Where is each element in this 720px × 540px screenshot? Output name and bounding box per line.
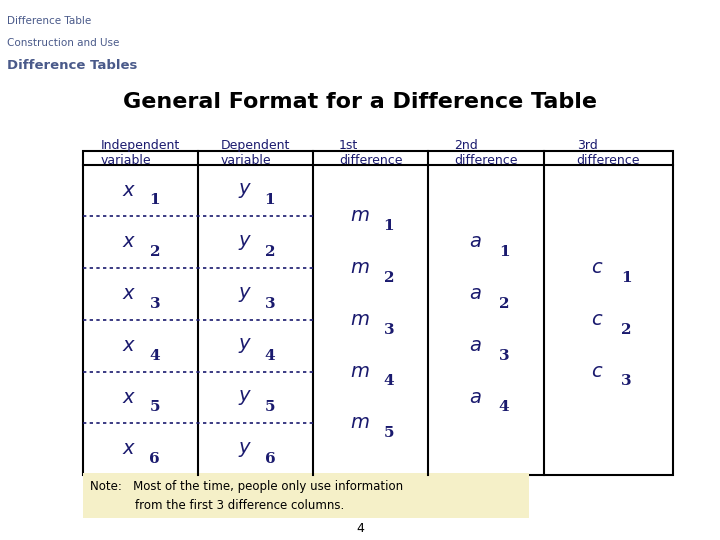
Text: 2: 2 <box>384 271 394 285</box>
Text: 5: 5 <box>265 400 275 414</box>
Bar <box>83 472 529 518</box>
Text: $y$: $y$ <box>238 336 252 355</box>
Text: 3: 3 <box>150 297 160 311</box>
Text: $a$: $a$ <box>469 389 482 407</box>
Text: $y$: $y$ <box>238 388 252 407</box>
Text: $a$: $a$ <box>469 285 482 303</box>
Text: 2: 2 <box>150 245 160 259</box>
Text: Note:   Most of the time, people only use information
            from the first: Note: Most of the time, people only use … <box>90 480 403 512</box>
Text: $c$: $c$ <box>591 311 604 329</box>
Text: 4: 4 <box>384 374 394 388</box>
Text: Difference Tables: Difference Tables <box>7 59 138 72</box>
Text: 6: 6 <box>265 452 275 466</box>
Text: Independent
variable: Independent variable <box>101 139 180 166</box>
Text: $x$: $x$ <box>122 181 137 200</box>
Text: 3rd
difference: 3rd difference <box>577 139 640 166</box>
Text: $y$: $y$ <box>238 285 252 303</box>
Text: 1st
difference: 1st difference <box>339 139 402 166</box>
Text: 2: 2 <box>265 245 275 259</box>
Text: $y$: $y$ <box>238 233 252 252</box>
Text: 6: 6 <box>150 452 160 466</box>
Bar <box>83 151 673 475</box>
Text: $a$: $a$ <box>469 233 482 251</box>
Text: $m$: $m$ <box>350 363 370 381</box>
Text: Difference Table: Difference Table <box>7 16 91 26</box>
Text: General Format for a Difference Table: General Format for a Difference Table <box>123 92 597 112</box>
Text: 4: 4 <box>150 348 160 362</box>
Text: $m$: $m$ <box>350 311 370 329</box>
Text: Dependent
variable: Dependent variable <box>221 139 290 166</box>
Text: 4: 4 <box>265 348 275 362</box>
Text: 2nd
difference: 2nd difference <box>454 139 518 166</box>
Text: 5: 5 <box>384 426 394 440</box>
Text: $a$: $a$ <box>469 337 482 355</box>
Text: $x$: $x$ <box>122 440 137 458</box>
Text: $m$: $m$ <box>350 207 370 226</box>
Text: $m$: $m$ <box>350 259 370 277</box>
Text: $c$: $c$ <box>591 363 604 381</box>
Text: 1: 1 <box>384 219 394 233</box>
Text: $y$: $y$ <box>238 181 252 200</box>
Text: 1: 1 <box>621 271 631 285</box>
Text: 3: 3 <box>265 297 275 311</box>
Text: 1: 1 <box>265 193 275 207</box>
Text: 3: 3 <box>499 348 509 362</box>
Text: $y$: $y$ <box>238 440 252 459</box>
Text: $x$: $x$ <box>122 337 137 355</box>
Text: 3: 3 <box>384 323 394 336</box>
Text: 4: 4 <box>356 522 364 535</box>
Text: $x$: $x$ <box>122 285 137 303</box>
Text: 2: 2 <box>621 323 631 336</box>
Text: $x$: $x$ <box>122 233 137 251</box>
Text: 1: 1 <box>150 193 160 207</box>
Text: 2: 2 <box>499 297 509 311</box>
Text: 5: 5 <box>150 400 160 414</box>
Text: $x$: $x$ <box>122 389 137 407</box>
Text: 3: 3 <box>621 374 631 388</box>
Text: $m$: $m$ <box>350 415 370 433</box>
Text: $c$: $c$ <box>591 259 604 277</box>
Text: 1: 1 <box>499 245 509 259</box>
Text: Construction and Use: Construction and Use <box>7 38 120 48</box>
Text: 4: 4 <box>499 400 509 414</box>
